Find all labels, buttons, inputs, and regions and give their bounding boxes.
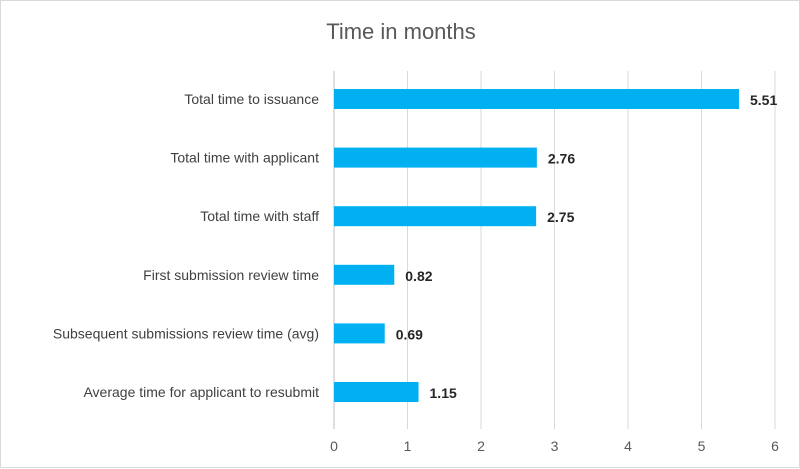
data-label-1: 5.51 [750, 92, 777, 108]
x-tick-label-4: 4 [624, 438, 632, 454]
bar-3 [334, 206, 537, 227]
bars [334, 89, 739, 402]
x-tick-label-6: 6 [771, 438, 779, 454]
x-tick-label-0: 0 [330, 438, 338, 454]
bar-6 [334, 382, 419, 402]
bar-1 [334, 89, 739, 109]
bar-4 [334, 264, 395, 285]
x-tick-label-1: 1 [404, 438, 412, 454]
category-label-1: Total time to issuance [184, 91, 319, 107]
category-label-4: First submission review time [143, 267, 319, 283]
bar-5 [334, 323, 385, 344]
x-tick-label-5: 5 [698, 438, 706, 454]
x-tick-label-2: 2 [477, 438, 485, 454]
data-labels: 5.51 2.76 2.75 0.82 0.69 1.15 [396, 92, 778, 401]
category-labels: Total time to issuance Total time with ap… [53, 91, 319, 400]
x-axis-ticks: 0 1 2 3 4 5 6 [330, 438, 779, 454]
gridlines [333, 71, 776, 429]
data-label-2: 2.76 [548, 151, 575, 167]
x-tick-label-3: 3 [551, 438, 559, 454]
data-label-5: 0.69 [396, 326, 423, 342]
data-label-6: 1.15 [430, 385, 457, 401]
category-label-5: Subsequent submissions review time (avg) [53, 325, 319, 341]
data-label-4: 0.82 [405, 268, 432, 284]
category-label-6: Average time for applicant to resubmit [83, 384, 319, 400]
bar-2 [334, 147, 537, 168]
data-label-3: 2.75 [547, 209, 574, 225]
category-label-2: Total time with applicant [170, 150, 319, 166]
category-label-3: Total time with staff [200, 208, 319, 224]
chart-title: Time in months [326, 19, 476, 44]
